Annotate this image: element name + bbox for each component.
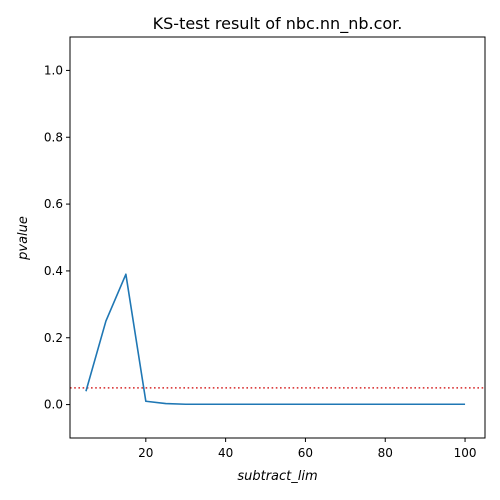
chart-title: KS-test result of nbc.nn_nb.cor. [153,14,403,34]
x-axis-label: subtract_lim [237,469,317,484]
x-tick-label: 60 [298,446,313,460]
x-tick-label: 20 [138,446,153,460]
y-tick-label: 0.0 [44,398,63,412]
series-line [86,274,465,404]
y-tick-label: 0.8 [44,130,63,144]
y-axis-label: pvalue [16,216,31,261]
plot-frame [70,37,485,438]
x-tick-label: 80 [378,446,393,460]
y-tick-label: 0.2 [44,331,63,345]
y-tick-label: 0.4 [44,264,63,278]
y-tick-label: 1.0 [44,63,63,77]
series-layer [86,274,465,404]
y-axis: 0.0 0.2 0.4 0.6 0.8 1.0 [44,63,70,411]
y-tick-label: 0.6 [44,197,63,211]
x-tick-label: 100 [454,446,477,460]
x-axis: 20 40 60 80 100 [138,438,476,460]
x-tick-label: 40 [218,446,233,460]
